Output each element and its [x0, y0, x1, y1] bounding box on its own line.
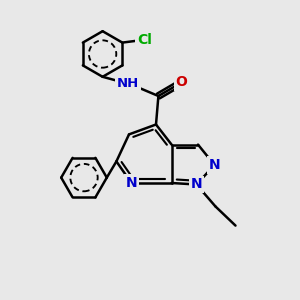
- Text: N: N: [191, 178, 202, 191]
- Text: Cl: Cl: [137, 33, 152, 47]
- Text: NH: NH: [117, 77, 139, 90]
- Text: O: O: [176, 76, 188, 89]
- Text: N: N: [209, 158, 220, 172]
- Text: N: N: [126, 176, 137, 190]
